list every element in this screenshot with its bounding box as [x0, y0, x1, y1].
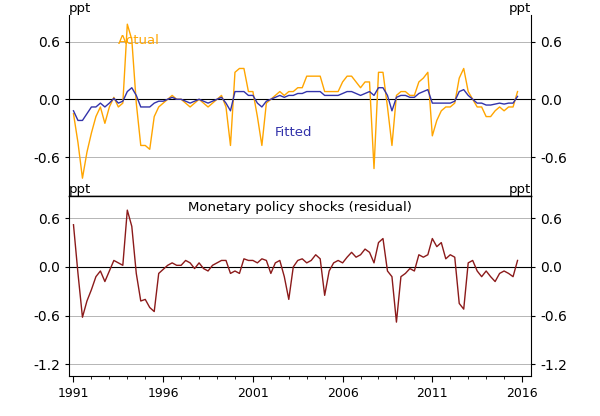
Text: Monetary policy shocks (residual): Monetary policy shocks (residual): [188, 201, 412, 214]
Text: Actual: Actual: [118, 34, 160, 47]
Text: ppt: ppt: [69, 183, 91, 196]
Text: ppt: ppt: [509, 2, 531, 15]
Text: ppt: ppt: [69, 2, 91, 15]
Text: Fitted: Fitted: [274, 126, 312, 139]
Text: ppt: ppt: [509, 183, 531, 196]
